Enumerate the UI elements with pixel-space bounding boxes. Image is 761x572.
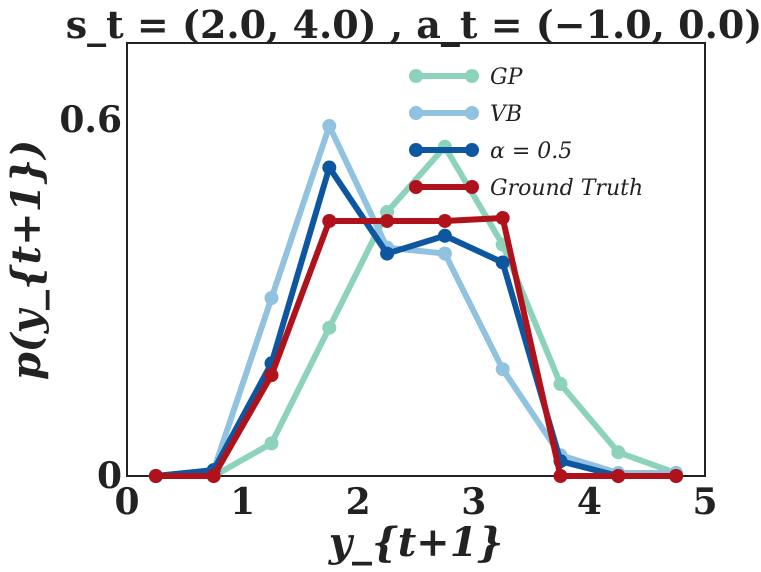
data-point xyxy=(669,469,684,483)
y-axis-label: p(y_{t+1}) xyxy=(3,140,50,380)
x-axis-ticks: 0 1 2 3 4 5 xyxy=(114,481,717,523)
legend-entry: α = 0.5 xyxy=(409,139,572,164)
data-point xyxy=(380,246,395,261)
chart-title: s_t = (2.0, 4.0) , a_t = (−1.0, 0.0) xyxy=(66,2,761,47)
data-point xyxy=(437,228,452,243)
data-point xyxy=(264,436,279,451)
legend-label: Ground Truth xyxy=(490,176,643,201)
x-axis-label: y_{t+1} xyxy=(328,519,504,566)
legend-label: GP xyxy=(490,65,524,90)
y-tick-label: 0.6 xyxy=(59,99,122,141)
data-point xyxy=(553,469,568,483)
y-axis-ticks: 00.6 xyxy=(59,99,122,497)
series-lines xyxy=(148,119,684,483)
data-point xyxy=(322,213,337,228)
x-tick-label: 2 xyxy=(346,481,371,523)
legend-entry: VB xyxy=(409,102,522,127)
legend-entry: GP xyxy=(409,65,524,90)
legend-swatch-marker xyxy=(409,180,423,194)
data-point xyxy=(380,213,395,228)
data-point xyxy=(437,213,452,228)
legend-swatch-marker xyxy=(409,106,423,120)
x-tick-label: 1 xyxy=(230,481,255,523)
series-group xyxy=(148,210,684,483)
data-point xyxy=(264,291,279,306)
legend-swatch-marker xyxy=(409,69,423,83)
series-group xyxy=(148,119,684,483)
data-point xyxy=(206,469,221,483)
legend-swatch-marker xyxy=(465,180,479,194)
x-tick-label: 5 xyxy=(692,481,717,523)
data-point xyxy=(322,320,337,335)
series-line xyxy=(155,143,678,479)
data-point xyxy=(495,362,510,377)
legend-swatch-marker xyxy=(465,69,479,83)
series-line xyxy=(155,214,677,479)
x-tick-label: 0 xyxy=(114,481,139,523)
data-point xyxy=(611,469,626,483)
legend-swatch-marker xyxy=(409,143,423,157)
data-point xyxy=(322,119,337,134)
y-tick-label: 0 xyxy=(97,455,122,497)
series-line xyxy=(155,123,677,479)
legend-label: VB xyxy=(490,102,522,127)
legend-swatch-marker xyxy=(465,143,479,157)
data-point xyxy=(553,377,568,392)
legend-label: α = 0.5 xyxy=(490,139,572,164)
data-point xyxy=(322,160,337,175)
data-point xyxy=(264,368,279,383)
data-point xyxy=(611,445,626,460)
legend-entry: Ground Truth xyxy=(409,176,643,201)
data-point xyxy=(148,469,163,483)
data-point xyxy=(437,246,452,261)
legend: GP VB α = 0.5 Ground Truth xyxy=(409,65,643,201)
data-point xyxy=(495,210,510,225)
legend-swatch-marker xyxy=(465,106,479,120)
series-line xyxy=(155,164,677,479)
x-tick-label: 3 xyxy=(461,481,486,523)
x-tick-label: 4 xyxy=(577,481,602,523)
data-point xyxy=(495,255,510,270)
plot-frame xyxy=(126,42,706,477)
